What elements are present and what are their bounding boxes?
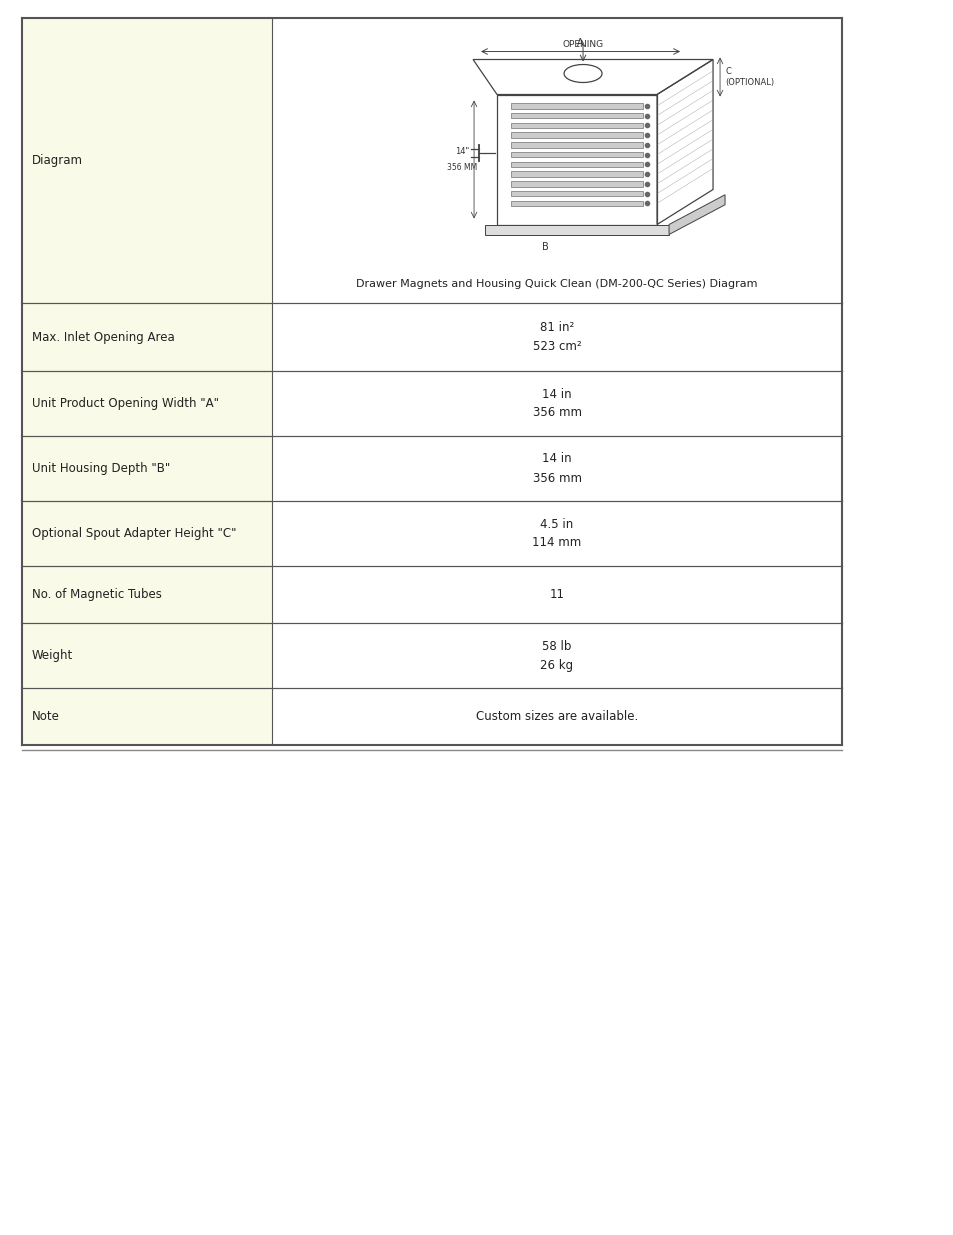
Bar xyxy=(22,436,272,501)
Bar xyxy=(22,501,272,566)
Bar xyxy=(272,566,841,622)
Bar xyxy=(511,182,642,186)
Bar xyxy=(272,501,841,566)
Text: No. of Magnetic Tubes: No. of Magnetic Tubes xyxy=(32,588,162,601)
Bar xyxy=(272,19,841,303)
Text: 356 MM: 356 MM xyxy=(446,163,476,172)
Bar xyxy=(272,622,841,688)
Bar xyxy=(511,142,642,147)
Text: Max. Inlet Opening Area: Max. Inlet Opening Area xyxy=(32,331,174,343)
Text: Custom sizes are available.: Custom sizes are available. xyxy=(476,710,638,722)
Bar xyxy=(22,566,272,622)
Bar xyxy=(511,191,642,196)
Text: Diagram: Diagram xyxy=(32,154,83,167)
Bar xyxy=(272,370,841,436)
Text: Note: Note xyxy=(32,710,60,722)
Bar xyxy=(22,622,272,688)
Bar xyxy=(511,152,642,157)
Bar xyxy=(511,112,642,119)
Bar xyxy=(511,201,642,206)
Bar xyxy=(511,172,642,177)
Text: C
(OPTIONAL): C (OPTIONAL) xyxy=(724,67,774,86)
Bar xyxy=(511,104,642,109)
Text: 14": 14" xyxy=(455,147,469,157)
Bar xyxy=(22,688,272,745)
Polygon shape xyxy=(484,225,668,235)
Bar xyxy=(511,132,642,138)
Polygon shape xyxy=(668,195,724,235)
Text: Unit Product Opening Width "A": Unit Product Opening Width "A" xyxy=(32,396,219,410)
Bar xyxy=(22,370,272,436)
Text: 14 in
356 mm: 14 in 356 mm xyxy=(532,388,581,420)
Text: 14 in
356 mm: 14 in 356 mm xyxy=(532,452,581,484)
Bar xyxy=(511,122,642,128)
Text: OPENING: OPENING xyxy=(562,40,603,49)
Bar xyxy=(272,436,841,501)
Text: 58 lb
26 kg: 58 lb 26 kg xyxy=(540,640,573,672)
Bar xyxy=(272,688,841,745)
Bar xyxy=(272,303,841,370)
Text: 4.5 in
114 mm: 4.5 in 114 mm xyxy=(532,517,581,550)
Text: Unit Housing Depth "B": Unit Housing Depth "B" xyxy=(32,462,170,475)
Text: A: A xyxy=(577,38,583,48)
Text: B: B xyxy=(541,242,548,252)
Bar xyxy=(22,303,272,370)
Text: 81 in²
523 cm²: 81 in² 523 cm² xyxy=(532,321,580,353)
Bar xyxy=(511,162,642,167)
Text: Optional Spout Adapter Height "C": Optional Spout Adapter Height "C" xyxy=(32,527,236,540)
Bar xyxy=(22,19,272,303)
Text: Drawer Magnets and Housing Quick Clean (DM-200-QC Series) Diagram: Drawer Magnets and Housing Quick Clean (… xyxy=(355,279,757,289)
Text: 11: 11 xyxy=(549,588,564,601)
Text: Weight: Weight xyxy=(32,650,73,662)
